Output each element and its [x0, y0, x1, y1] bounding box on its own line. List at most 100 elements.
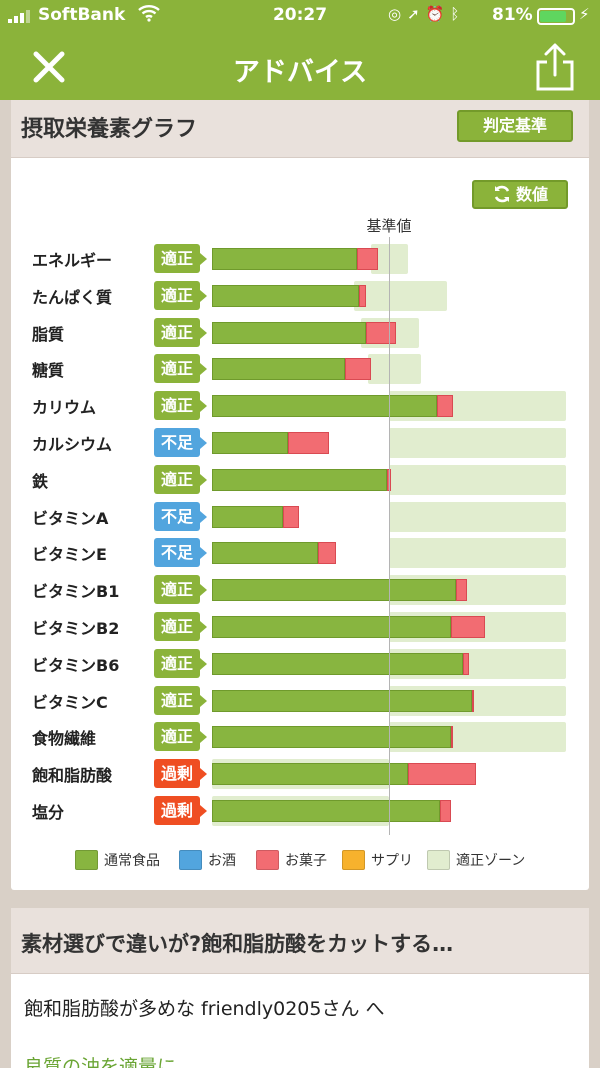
- legend: 通常食品 お酒 お菓子 サプリ 適正ゾーン: [11, 850, 589, 872]
- status-label: 適正: [160, 322, 193, 342]
- legend-label: お菓子: [285, 853, 327, 869]
- bar-snacks: [450, 616, 485, 638]
- values-button[interactable]: 数値: [472, 180, 568, 209]
- status-label: 適正: [160, 617, 193, 636]
- status-badge: 適正: [154, 685, 207, 715]
- status-label: 過剰: [160, 801, 193, 820]
- legend-label: お酒: [208, 853, 236, 869]
- legend-swatch: [179, 850, 202, 870]
- legend-swatch: [75, 850, 98, 870]
- status-badge: 適正: [154, 722, 207, 752]
- legend-swatch: [342, 850, 365, 870]
- status-label: 不足: [160, 543, 193, 563]
- bar-snacks: [282, 505, 299, 528]
- intake-bar: [212, 432, 329, 454]
- status-badge: 適正: [154, 280, 207, 310]
- status-badge: 適正: [154, 244, 207, 273]
- nutrient-row[interactable]: ビタミンB2 適正: [11, 612, 589, 642]
- nutrient-name: カリウム: [32, 398, 97, 418]
- nutrient-row[interactable]: 糖質 適正: [11, 354, 589, 385]
- bar-normal-food: [212, 579, 457, 602]
- nutrient-name: たんぱく質: [32, 287, 113, 307]
- card-title: 摂取栄養素グラフ: [21, 117, 198, 142]
- status-badge: 適正: [154, 317, 207, 347]
- optimal-zone: [389, 428, 566, 458]
- status-badge: 適正: [154, 648, 207, 678]
- status-badge: 適正: [154, 354, 207, 384]
- nutrient-row[interactable]: ビタミンA 不足: [11, 501, 589, 532]
- status-badge: 過剰: [154, 796, 207, 825]
- status-label: 不足: [160, 506, 193, 526]
- status-label: 不足: [160, 433, 193, 452]
- charging-icon: ⚡: [579, 5, 590, 23]
- legend-label: 通常食品: [104, 853, 160, 869]
- battery-percent: 81%: [492, 5, 533, 25]
- legend-item: 通常食品: [75, 850, 160, 870]
- status-badge: 適正: [154, 612, 207, 641]
- bar-normal-food: [212, 616, 451, 638]
- nutrient-row[interactable]: エネルギー 適正: [11, 244, 589, 274]
- nutrient-row[interactable]: 飽和脂肪酸 過剰: [11, 759, 589, 790]
- share-icon[interactable]: [532, 42, 578, 92]
- bar-normal-food: [212, 726, 451, 749]
- nutrient-row[interactable]: カリウム 適正: [11, 391, 589, 422]
- clock: 20:27: [272, 5, 328, 25]
- bar-snacks: [408, 763, 476, 786]
- intake-bar: [212, 763, 476, 786]
- close-icon[interactable]: [30, 48, 68, 86]
- nutrient-row[interactable]: 鉄 適正: [11, 464, 589, 495]
- status-badge: 不足: [154, 501, 207, 531]
- advice-card[interactable]: 素材選びで違いが?飽和脂肪酸をカットする… 飽和脂肪酸が多めな friendly…: [11, 908, 589, 1068]
- status-label: 適正: [160, 653, 193, 673]
- card-header: 摂取栄養素グラフ 判定基準: [11, 100, 589, 158]
- bar-normal-food: [212, 395, 437, 418]
- advice-recipient: 飽和脂肪酸が多めな friendly0205さん へ: [24, 998, 385, 1020]
- advice-subheading: 良質の油を適量に: [24, 1056, 177, 1068]
- nutrient-row[interactable]: ビタミンB6 適正: [11, 648, 589, 679]
- status-label: 適正: [160, 580, 193, 600]
- optimal-zone: [389, 501, 566, 532]
- criteria-button[interactable]: 判定基準: [457, 110, 573, 142]
- baseline-label: 基準値: [366, 217, 412, 235]
- bar-snacks: [436, 395, 453, 418]
- intake-bar: [212, 726, 453, 749]
- nutrient-row[interactable]: ビタミンC 適正: [11, 685, 589, 716]
- bar-normal-food: [212, 505, 283, 528]
- bar-snacks: [357, 248, 379, 270]
- legend-label: サプリ: [371, 853, 413, 869]
- bar-snacks: [456, 579, 467, 602]
- nutrient-row[interactable]: ビタミンE 不足: [11, 538, 589, 569]
- bar-snacks: [387, 468, 391, 491]
- status-label: 適正: [160, 249, 193, 268]
- status-label: 適正: [160, 285, 193, 305]
- nutrient-row[interactable]: たんぱく質 適正: [11, 280, 589, 311]
- bar-snacks: [344, 358, 372, 381]
- bar-normal-food: [212, 689, 473, 712]
- intake-bar: [212, 505, 299, 528]
- nutrient-row[interactable]: 塩分 過剰: [11, 796, 589, 826]
- nutrient-name: カルシウム: [32, 435, 113, 454]
- nutrient-name: 糖質: [32, 361, 65, 381]
- optimal-zone: [367, 354, 421, 385]
- optimal-zone: [353, 280, 448, 311]
- bar-normal-food: [212, 358, 345, 381]
- advice-title: 素材選びで違いが?飽和脂肪酸をカットする…: [11, 908, 589, 974]
- legend-item: 適正ゾーン: [427, 850, 525, 870]
- battery-icon: [537, 8, 575, 25]
- nutrient-name: ビタミンB1: [32, 582, 120, 602]
- values-button-label: 数値: [515, 185, 548, 204]
- legend-item: お酒: [179, 850, 236, 870]
- bar-snacks: [358, 284, 366, 307]
- bar-snacks: [288, 432, 329, 454]
- status-label: 適正: [160, 359, 193, 379]
- battery-level: [540, 11, 566, 22]
- bar-normal-food: [212, 652, 464, 675]
- alarm-icon: ⏰: [425, 5, 451, 23]
- page-title: アドバイス: [232, 57, 368, 88]
- nutrient-name: 飽和脂肪酸: [32, 766, 113, 786]
- bar-normal-food: [212, 763, 409, 786]
- nutrient-row[interactable]: カルシウム 不足: [11, 428, 589, 458]
- nutrient-row[interactable]: 食物繊維 適正: [11, 722, 589, 753]
- nutrient-row[interactable]: 脂質 適正: [11, 317, 589, 348]
- nutrient-row[interactable]: ビタミンB1 適正: [11, 575, 589, 606]
